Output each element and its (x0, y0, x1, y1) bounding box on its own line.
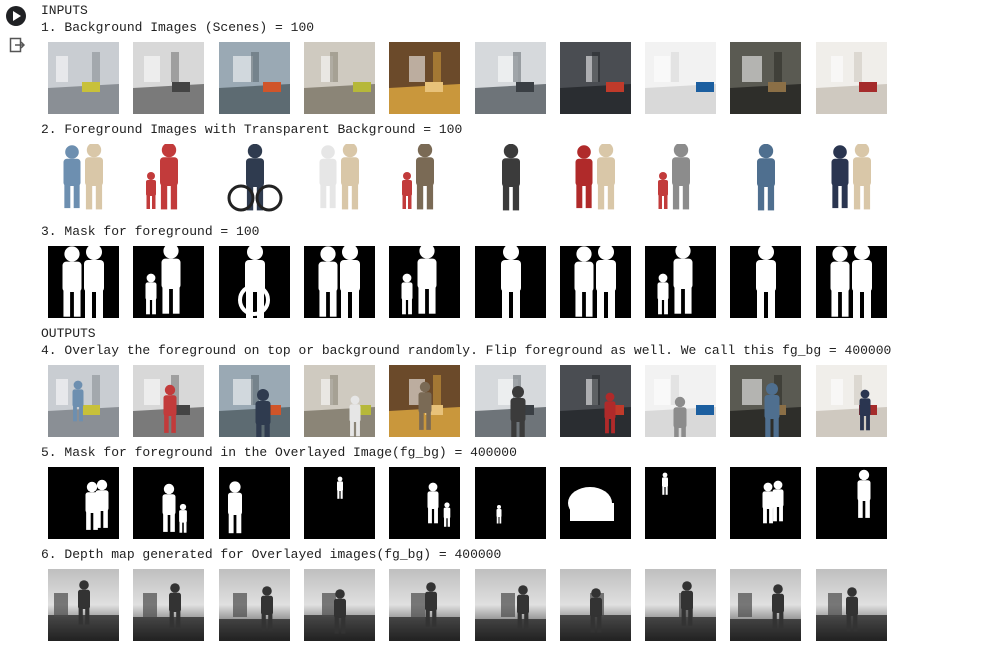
section-title-fgbg: 4. Overlay the foreground on top or back… (41, 343, 892, 358)
fgbg-thumbnail (304, 365, 375, 437)
fgbgmask-thumbnail (816, 467, 887, 539)
play-circle-icon[interactable] (6, 6, 26, 26)
fg-thumbnail (475, 144, 546, 216)
fgbg-thumbnail (645, 365, 716, 437)
fgbgmask-thumbnail (560, 467, 631, 539)
fg-thumbnail (560, 144, 631, 216)
bg-thumbnail (475, 42, 546, 114)
mask-thumbnail (645, 246, 716, 318)
bg-thumbnail (645, 42, 716, 114)
mask-thumbnail (304, 246, 375, 318)
fgbgmask-thumbnail (48, 467, 119, 539)
fg-thumbnail (304, 144, 375, 216)
fgbg-thumbnail (730, 365, 801, 437)
fg-thumbnail (48, 144, 119, 216)
fgbgmask-thumbnail (475, 467, 546, 539)
fgbg-thumbnail (816, 365, 887, 437)
depth-thumbnail (730, 569, 801, 641)
fg-thumbnail (645, 144, 716, 216)
fg-thumbnail (133, 144, 204, 216)
depth-thumbnail (560, 569, 631, 641)
fg-thumbnail (730, 144, 801, 216)
depth-thumbnail (389, 569, 460, 641)
fgbg-thumbnail (560, 365, 631, 437)
bg-thumbnail (389, 42, 460, 114)
section-title-depth: 6. Depth map generated for Overlayed ima… (41, 547, 502, 562)
fgbg-thumbnail (475, 365, 546, 437)
fgbgmask-thumbnail (133, 467, 204, 539)
fg-thumbnail (816, 144, 887, 216)
fgbg-thumbnail (133, 365, 204, 437)
bg-thumbnail (48, 42, 119, 114)
depth-thumbnail (219, 569, 290, 641)
fgbg-thumbnail (219, 365, 290, 437)
depth-thumbnail (48, 569, 119, 641)
mask-thumbnail (730, 246, 801, 318)
fgbgmask-thumbnail (645, 467, 716, 539)
mask-thumbnail (133, 246, 204, 318)
bg-thumbnail (219, 42, 290, 114)
fgbg-thumbnail (389, 365, 460, 437)
depth-thumbnail (475, 569, 546, 641)
section-title-bg: 1. Background Images (Scenes) = 100 (41, 20, 315, 35)
fg-thumbnail (219, 144, 290, 216)
mask-thumbnail (219, 246, 290, 318)
inputs-header: INPUTS (41, 3, 88, 18)
mask-thumbnail (475, 246, 546, 318)
output-arrow-icon[interactable] (9, 37, 25, 53)
fgbgmask-thumbnail (219, 467, 290, 539)
fgbgmask-thumbnail (389, 467, 460, 539)
depth-thumbnail (816, 569, 887, 641)
bg-thumbnail (730, 42, 801, 114)
bg-thumbnail (304, 42, 375, 114)
section-title-fgbgmask: 5. Mask for foreground in the Overlayed … (41, 445, 517, 460)
section-title-mask: 3. Mask for foreground = 100 (41, 224, 260, 239)
section-title-fg: 2. Foreground Images with Transparent Ba… (41, 122, 463, 137)
fgbgmask-thumbnail (730, 467, 801, 539)
bg-thumbnail (816, 42, 887, 114)
depth-thumbnail (645, 569, 716, 641)
bg-thumbnail (560, 42, 631, 114)
mask-thumbnail (389, 246, 460, 318)
mask-thumbnail (816, 246, 887, 318)
fg-thumbnail (389, 144, 460, 216)
bg-thumbnail (133, 42, 204, 114)
depth-thumbnail (304, 569, 375, 641)
cell-gutter (0, 0, 36, 656)
fgbgmask-thumbnail (304, 467, 375, 539)
fgbg-thumbnail (48, 365, 119, 437)
mask-thumbnail (560, 246, 631, 318)
outputs-header: OUTPUTS (41, 326, 96, 341)
depth-thumbnail (133, 569, 204, 641)
mask-thumbnail (48, 246, 119, 318)
